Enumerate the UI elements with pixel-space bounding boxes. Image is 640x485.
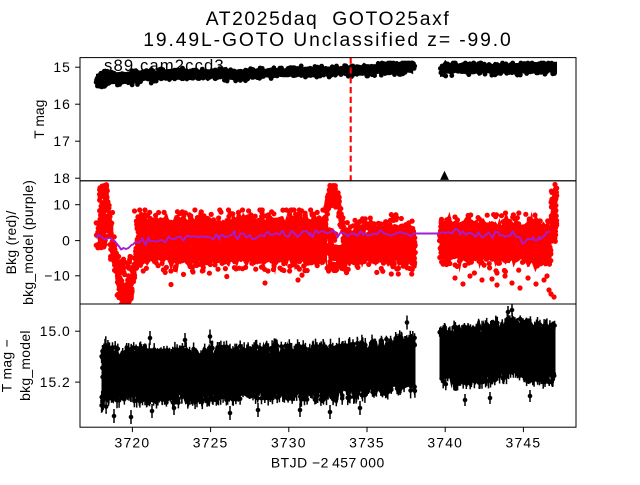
svg-text:15.0: 15.0: [40, 323, 71, 339]
svg-text:s89 cam2ccd3: s89 cam2ccd3: [104, 56, 225, 75]
svg-text:3730: 3730: [271, 434, 307, 450]
svg-text:15: 15: [53, 59, 70, 75]
svg-text:3735: 3735: [349, 434, 385, 450]
svg-text:−10: −10: [44, 268, 71, 284]
svg-text:17: 17: [53, 133, 70, 149]
svg-text:BTJD −2 457 000: BTJD −2 457 000: [271, 454, 385, 470]
svg-text:AT2025daq GOTO25axf: AT2025daq GOTO25axf: [206, 9, 451, 30]
svg-text:19.49L-GOTO Unclassified z= -9: 19.49L-GOTO Unclassified z= -99.0: [143, 30, 512, 51]
svg-text:Bkg (red)/: Bkg (red)/: [3, 210, 19, 274]
svg-text:3745: 3745: [506, 434, 542, 450]
svg-text:0: 0: [62, 232, 71, 248]
svg-text:3725: 3725: [193, 434, 229, 450]
svg-text:T mag −: T mag −: [0, 339, 15, 392]
svg-text:bkg_model (purple): bkg_model (purple): [20, 180, 36, 305]
svg-text:3740: 3740: [427, 434, 463, 450]
svg-text:15.2: 15.2: [40, 374, 71, 390]
svg-text:bkg_model: bkg_model: [17, 330, 33, 401]
svg-text:T mag: T mag: [31, 100, 47, 139]
svg-text:3720: 3720: [115, 434, 151, 450]
svg-text:16: 16: [53, 96, 70, 112]
svg-text:10: 10: [53, 197, 70, 213]
svg-text:18: 18: [53, 170, 70, 186]
